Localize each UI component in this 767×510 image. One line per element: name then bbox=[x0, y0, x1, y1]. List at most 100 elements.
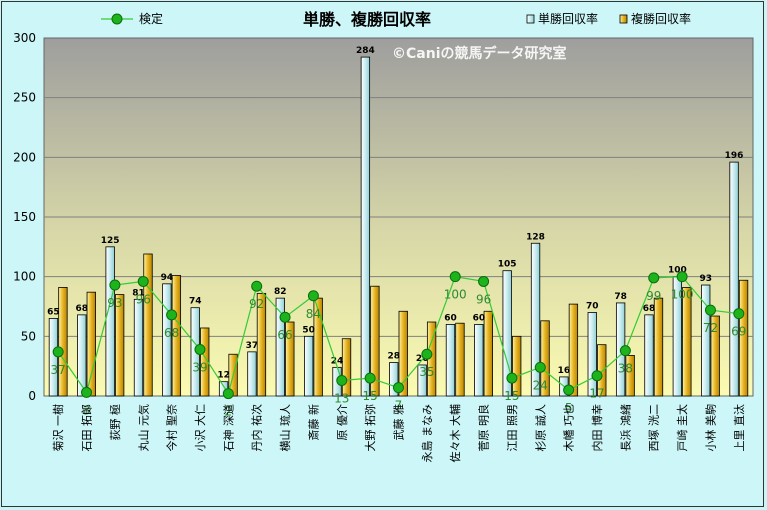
kentei-point bbox=[166, 309, 178, 321]
bar-fukusho bbox=[341, 338, 352, 397]
bar-tansho bbox=[644, 314, 654, 397]
kentei-point bbox=[279, 311, 291, 323]
kentei-point bbox=[506, 372, 518, 384]
kentei-value-label: 93 bbox=[107, 296, 122, 310]
kentei-value-label: 24 bbox=[533, 378, 548, 392]
bar-value-label: 128 bbox=[526, 232, 545, 242]
bar-fukusho bbox=[455, 322, 465, 397]
x-tick-label: 佐々木 大輔 bbox=[448, 404, 462, 463]
kentei-value-label: 17 bbox=[589, 387, 604, 401]
bar-value-label: 50 bbox=[302, 325, 315, 335]
x-tick-label: 大野 拓弥 bbox=[363, 404, 377, 452]
bar-value-label: 16 bbox=[558, 366, 571, 376]
kentei-value-label: 68 bbox=[164, 326, 179, 340]
kentei-point bbox=[478, 275, 490, 287]
bar-value-label: 284 bbox=[356, 46, 375, 56]
kentei-point bbox=[534, 361, 546, 373]
bar-value-label: 24 bbox=[331, 356, 344, 366]
bar-tansho bbox=[360, 56, 371, 397]
bar-fukusho bbox=[171, 275, 182, 397]
y-tick-label: 50 bbox=[21, 329, 36, 343]
kentei-line: 37 3 93 96 68 39 2 92 66 84 13 15 7 35 100 96 15 24 5 17 38 9… bbox=[51, 271, 746, 419]
x-tick-label: 内田 博幸 bbox=[590, 404, 604, 452]
bar-value-label: 82 bbox=[274, 287, 287, 297]
kentei-point bbox=[52, 346, 64, 358]
kentei-point bbox=[449, 271, 461, 283]
bar-tansho bbox=[105, 246, 115, 397]
kentei-value-label: 72 bbox=[703, 321, 718, 335]
x-tick-label: 小沢 大仁 bbox=[193, 404, 207, 452]
legend-label-tansho: 単勝回収率 bbox=[538, 11, 598, 26]
bar-fukusho bbox=[568, 303, 579, 397]
bar-value-label: 65 bbox=[47, 307, 60, 317]
bar-tansho bbox=[77, 314, 87, 397]
x-tick-label: 石神 深道 bbox=[221, 404, 235, 452]
kentei-value-label: 100 bbox=[444, 288, 467, 302]
bar-fukusho bbox=[200, 327, 210, 397]
bar-tansho bbox=[502, 270, 512, 397]
x-tick-label: 永島 まなみ bbox=[420, 404, 434, 463]
bar-value-label: 81 bbox=[132, 288, 145, 298]
kentei-point bbox=[251, 280, 263, 292]
bar-fukusho bbox=[58, 287, 68, 397]
y-tick-label: 100 bbox=[13, 270, 36, 284]
bar-tansho bbox=[133, 298, 144, 397]
bar-tansho bbox=[304, 335, 314, 397]
kentei-value-label: 69 bbox=[731, 325, 746, 339]
bar-fukusho bbox=[653, 297, 664, 397]
x-tick-label: 今村 聖奈 bbox=[165, 404, 179, 452]
bar-fukusho bbox=[738, 279, 749, 397]
kentei-point bbox=[81, 386, 93, 398]
kentei-point bbox=[307, 290, 319, 302]
gridlines bbox=[44, 97, 753, 337]
x-tick-label: 横山 琉人 bbox=[278, 404, 292, 452]
kentei-point bbox=[421, 348, 433, 360]
kentei-value-label: 39 bbox=[192, 360, 207, 374]
bar-value-label: 105 bbox=[498, 260, 517, 270]
kentei-point bbox=[109, 279, 121, 291]
bar-value-label: 28 bbox=[387, 352, 400, 362]
bar-value-label: 78 bbox=[614, 292, 627, 302]
x-tick-label: 杉原 誠人 bbox=[533, 404, 547, 452]
x-tick-label: 木幡 巧也 bbox=[562, 404, 576, 452]
y-tick-label: 250 bbox=[13, 91, 36, 105]
bar-tansho bbox=[701, 284, 711, 397]
kentei-point bbox=[648, 272, 660, 284]
kentei-value-label: 35 bbox=[419, 365, 434, 379]
x-tick-label: 斎藤 新 bbox=[306, 404, 320, 441]
legend-label-kentei: 検定 bbox=[139, 11, 163, 26]
bar-fukusho bbox=[710, 315, 720, 397]
bar-value-label: 93 bbox=[699, 274, 712, 284]
kentei-point bbox=[563, 384, 575, 396]
kentei-value-label: 13 bbox=[334, 391, 349, 405]
bar-value-label: 125 bbox=[101, 236, 120, 246]
bar-fukusho bbox=[483, 310, 493, 397]
kentei-point bbox=[137, 275, 149, 287]
bar-fukusho bbox=[370, 285, 380, 397]
kentei-value-label: 2 bbox=[225, 405, 233, 419]
kentei-point bbox=[704, 304, 716, 316]
kentei-point bbox=[194, 343, 206, 355]
bar-tansho bbox=[729, 161, 739, 397]
bar-fukusho bbox=[682, 287, 692, 397]
legend-line-marker bbox=[111, 13, 123, 25]
bar-value-label: 70 bbox=[586, 301, 599, 311]
watermark: ©Caniの競馬データ研究室 bbox=[392, 45, 567, 62]
bar-value-label: 60 bbox=[473, 313, 486, 323]
bar-tansho bbox=[275, 297, 285, 397]
bar-tansho bbox=[247, 351, 257, 397]
x-tick-label: 菊沢 一樹 bbox=[51, 404, 65, 452]
bar-fukusho bbox=[398, 310, 408, 397]
legend-swatch-fukusho bbox=[619, 14, 628, 24]
kentei-value-label: 84 bbox=[306, 307, 321, 321]
kentei-value-label: 96 bbox=[136, 292, 151, 306]
kentei-value-label: 100 bbox=[671, 288, 694, 302]
kentei-value-label: 7 bbox=[395, 399, 403, 413]
kentei-point bbox=[591, 370, 603, 382]
y-tick-label: 150 bbox=[13, 210, 36, 224]
kentei-value-label: 15 bbox=[504, 389, 519, 403]
x-tick-label: 長浜 鴻緒 bbox=[618, 404, 632, 452]
kentei-point bbox=[619, 345, 631, 357]
